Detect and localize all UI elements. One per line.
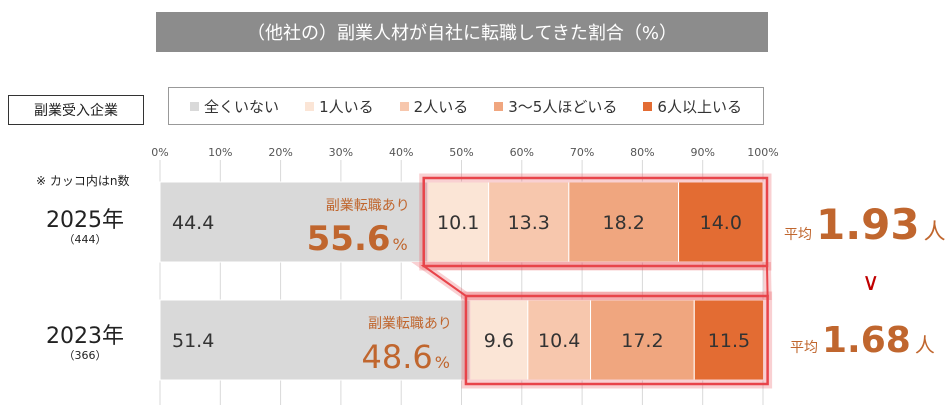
average-value: 1.68 bbox=[822, 320, 911, 361]
data-label: 13.3 bbox=[508, 212, 550, 234]
bar-segment bbox=[159, 181, 429, 263]
annotation-unit: % bbox=[435, 353, 450, 372]
data-label: 51.4 bbox=[172, 330, 214, 352]
category-label-2023: 2023年 （366） bbox=[30, 324, 140, 362]
n-note: ※ カッコ内はn数 bbox=[36, 174, 130, 188]
legend-label: 2人いる bbox=[413, 97, 469, 116]
legend-item: 6人以上いる bbox=[643, 96, 742, 117]
legend-swatch bbox=[399, 101, 409, 111]
bar-segment bbox=[693, 299, 765, 381]
data-label: 18.2 bbox=[603, 212, 645, 234]
bar-segment bbox=[469, 299, 529, 381]
average-prefix: 平均 bbox=[790, 340, 818, 356]
legend: 全くいない 1人いる 2人いる 3～5人ほどいる 6人以上いる bbox=[168, 87, 764, 125]
bar-segment bbox=[568, 181, 680, 263]
average-2025: 平均 1.93 人 bbox=[784, 200, 946, 249]
category-label-2025: 2025年 （444） bbox=[30, 208, 140, 246]
comparison-symbol: ∨ bbox=[862, 268, 880, 296]
year-text: 2023年 bbox=[46, 324, 124, 349]
bar-segment bbox=[159, 299, 471, 381]
data-label: 44.4 bbox=[172, 212, 214, 234]
annotation-total: 55.6% bbox=[307, 219, 408, 259]
data-label: 9.6 bbox=[484, 330, 514, 352]
x-tick-label: 70% bbox=[570, 146, 594, 159]
legend-item: 2人いる bbox=[399, 96, 469, 117]
legend-item: 全くいない bbox=[190, 96, 279, 117]
annotation-value: 48.6 bbox=[361, 338, 432, 376]
x-tick-label: 30% bbox=[329, 146, 353, 159]
data-label: 10.1 bbox=[437, 212, 479, 234]
x-tick-label: 20% bbox=[268, 146, 292, 159]
x-tick-label: 0% bbox=[151, 146, 168, 159]
segment-label: 副業受入企業 bbox=[8, 95, 144, 125]
bar-segment bbox=[527, 299, 592, 381]
average-prefix: 平均 bbox=[784, 227, 812, 243]
legend-swatch bbox=[190, 101, 200, 111]
x-tick-label: 50% bbox=[449, 146, 473, 159]
bar-segment bbox=[590, 299, 695, 381]
legend-item: 3～5人ほどいる bbox=[494, 96, 617, 117]
legend-swatch bbox=[643, 101, 653, 111]
average-unit: 人 bbox=[914, 333, 935, 357]
legend-item: 1人いる bbox=[305, 96, 374, 117]
legend-label: 1人いる bbox=[319, 97, 374, 116]
data-label: 11.5 bbox=[708, 330, 750, 352]
average-2023: 平均 1.68 人 bbox=[790, 320, 935, 361]
annotation-total: 48.6% bbox=[361, 338, 449, 376]
legend-swatch bbox=[494, 101, 504, 111]
annotation-label: 副業転職あり bbox=[368, 316, 452, 332]
average-value: 1.93 bbox=[816, 200, 920, 249]
annotation-value: 55.6 bbox=[307, 219, 391, 259]
highlight-connector bbox=[420, 265, 769, 297]
n-count: （366） bbox=[63, 349, 107, 362]
x-tick-label: 80% bbox=[630, 146, 654, 159]
x-tick-label: 40% bbox=[389, 146, 413, 159]
bar-segment bbox=[427, 181, 490, 263]
x-tick-label: 90% bbox=[690, 146, 714, 159]
data-label: 10.4 bbox=[538, 330, 580, 352]
year-text: 2025年 bbox=[46, 208, 124, 233]
n-count: （444） bbox=[63, 233, 107, 246]
data-label: 17.2 bbox=[621, 330, 663, 352]
x-tick-label: 60% bbox=[510, 146, 534, 159]
x-tick-label: 10% bbox=[208, 146, 232, 159]
bar-segment bbox=[678, 181, 764, 263]
legend-label: 全くいない bbox=[204, 97, 280, 116]
legend-swatch bbox=[305, 101, 315, 111]
legend-label: 3～5人ほどいる bbox=[508, 97, 618, 116]
annotation-unit: % bbox=[393, 235, 408, 254]
chart-title: （他社の）副業人材が自社に転職してきた割合（%） bbox=[156, 12, 768, 52]
annotation-label: 副業転職あり bbox=[326, 198, 410, 214]
bar-segment bbox=[488, 181, 570, 263]
x-tick-label: 100% bbox=[747, 146, 778, 159]
data-label: 14.0 bbox=[700, 212, 742, 234]
average-unit: 人 bbox=[923, 220, 946, 245]
legend-label: 6人以上いる bbox=[657, 97, 742, 116]
